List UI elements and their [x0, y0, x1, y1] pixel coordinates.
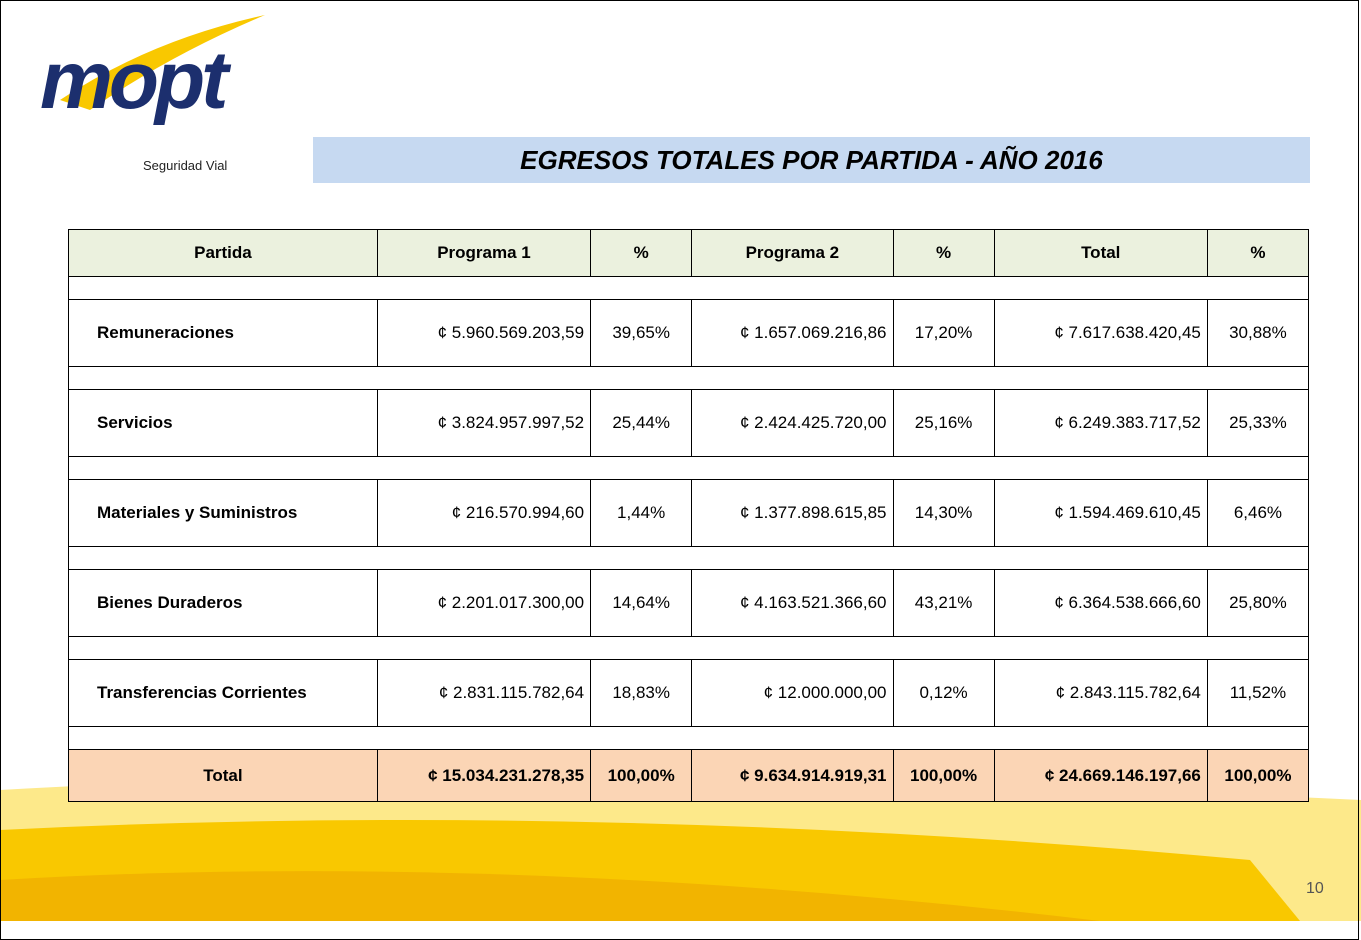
logo: mopt Seguridad Vial	[40, 40, 280, 180]
cell: 39,65%	[590, 299, 693, 367]
total-cell: 100,00%	[590, 749, 693, 802]
cell: ¢ 3.824.957.997,52	[376, 389, 592, 457]
cell: 18,83%	[590, 659, 693, 727]
cell: ¢ 2.424.425.720,00	[691, 389, 894, 457]
spacer-row	[68, 636, 1309, 660]
background	[0, 15, 1361, 921]
cell: ¢ 6.249.383.717,52	[993, 389, 1208, 457]
spacer-cell	[68, 726, 1309, 750]
spacer-row	[68, 726, 1309, 750]
cell: 25,33%	[1206, 389, 1310, 457]
cell: 25,16%	[892, 389, 995, 457]
cell: Remuneraciones	[68, 299, 378, 367]
header-cell: %	[1206, 229, 1310, 277]
cell: ¢ 1.657.069.216,86	[691, 299, 894, 367]
header-cell: Total	[993, 229, 1208, 277]
header-row: Partida Programa 1% Programa 2% Total%	[68, 229, 1310, 277]
spacer-cell	[68, 546, 1309, 570]
total-cell: ¢ 24.669.146.197,66	[993, 749, 1208, 802]
cell: 17,20%	[892, 299, 995, 367]
cell: 1,44%	[590, 479, 693, 547]
header-cell: %	[892, 229, 995, 277]
cell: Bienes Duraderos	[68, 569, 378, 637]
data-row: Bienes Duraderos ¢ 2.201.017.300,00 14,64%…	[68, 569, 1310, 637]
cell: 25,44%	[590, 389, 693, 457]
cell: 0,12%	[892, 659, 995, 727]
total-cell: Total	[68, 749, 378, 802]
cell: 11,52%	[1206, 659, 1310, 727]
cell: ¢ 7.617.638.420,45	[993, 299, 1208, 367]
cell: 43,21%	[892, 569, 995, 637]
cell: 25,80%	[1206, 569, 1310, 637]
logo-swoosh	[60, 15, 265, 110]
header-cell: Programa 1	[376, 229, 592, 277]
spacer-cell	[68, 636, 1309, 660]
page-number: 10	[1306, 880, 1324, 897]
cell: Materiales y Suministros	[68, 479, 378, 547]
total-row: Total ¢ 15.034.231.278,35 100,00% ¢ 9.634.9…	[68, 749, 1310, 802]
data-row: Transferencias Corrientes ¢ 2.831.115.782…	[68, 659, 1310, 727]
cell: 14,64%	[590, 569, 693, 637]
spacer-cell	[68, 366, 1309, 390]
total-cell: ¢ 15.034.231.278,35	[376, 749, 592, 802]
cell: ¢ 4.163.521.366,60	[691, 569, 894, 637]
cell: ¢ 1.594.469.610,45	[993, 479, 1208, 547]
swoosh-dark	[0, 871, 1100, 921]
header-cell: Partida	[68, 229, 378, 277]
logo-tagline: Seguridad Vial	[143, 158, 228, 173]
title: EGRESOS TOTALES POR PARTIDA - AÑO 2016	[313, 137, 1310, 183]
cell: 14,30%	[892, 479, 995, 547]
cell: 30,88%	[1206, 299, 1310, 367]
cell: ¢ 216.570.994,60	[376, 479, 592, 547]
data-row: Servicios ¢ 3.824.957.997,52 25,44% ¢ 2.424…	[68, 389, 1310, 457]
header-cell: %	[590, 229, 693, 277]
spacer-cell	[68, 276, 1309, 300]
total-cell: ¢ 9.634.914.919,31	[691, 749, 894, 802]
cell: Transferencias Corrientes	[68, 659, 378, 727]
data-row: Materiales y Suministros ¢ 216.570.994,60…	[68, 479, 1310, 547]
logo-name: mopt	[40, 35, 228, 126]
cell: ¢ 2.201.017.300,00	[376, 569, 592, 637]
spacer-row	[68, 276, 1309, 300]
total-cell: 100,00%	[892, 749, 995, 802]
data-row: Remuneraciones ¢ 5.960.569.203,59 39,65% ¢ …	[68, 299, 1310, 367]
cell: Servicios	[68, 389, 378, 457]
spacer-row	[68, 366, 1309, 390]
table: Partida Programa 1% Programa 2% Total% Remun…	[68, 229, 1310, 802]
cell: ¢ 6.364.538.666,60	[993, 569, 1208, 637]
spacer-row	[68, 456, 1309, 480]
spacer-cell	[68, 456, 1309, 480]
cell: 6,46%	[1206, 479, 1310, 547]
cell: ¢ 2.843.115.782,64	[993, 659, 1208, 727]
cell: ¢ 12.000.000,00	[691, 659, 894, 727]
spacer-row	[68, 546, 1309, 570]
total-cell: 100,00%	[1206, 749, 1310, 802]
cell: ¢ 1.377.898.615,85	[691, 479, 894, 547]
header-cell: Programa 2	[691, 229, 894, 277]
cell: ¢ 5.960.569.203,59	[376, 299, 592, 367]
cell: ¢ 2.831.115.782,64	[376, 659, 592, 727]
